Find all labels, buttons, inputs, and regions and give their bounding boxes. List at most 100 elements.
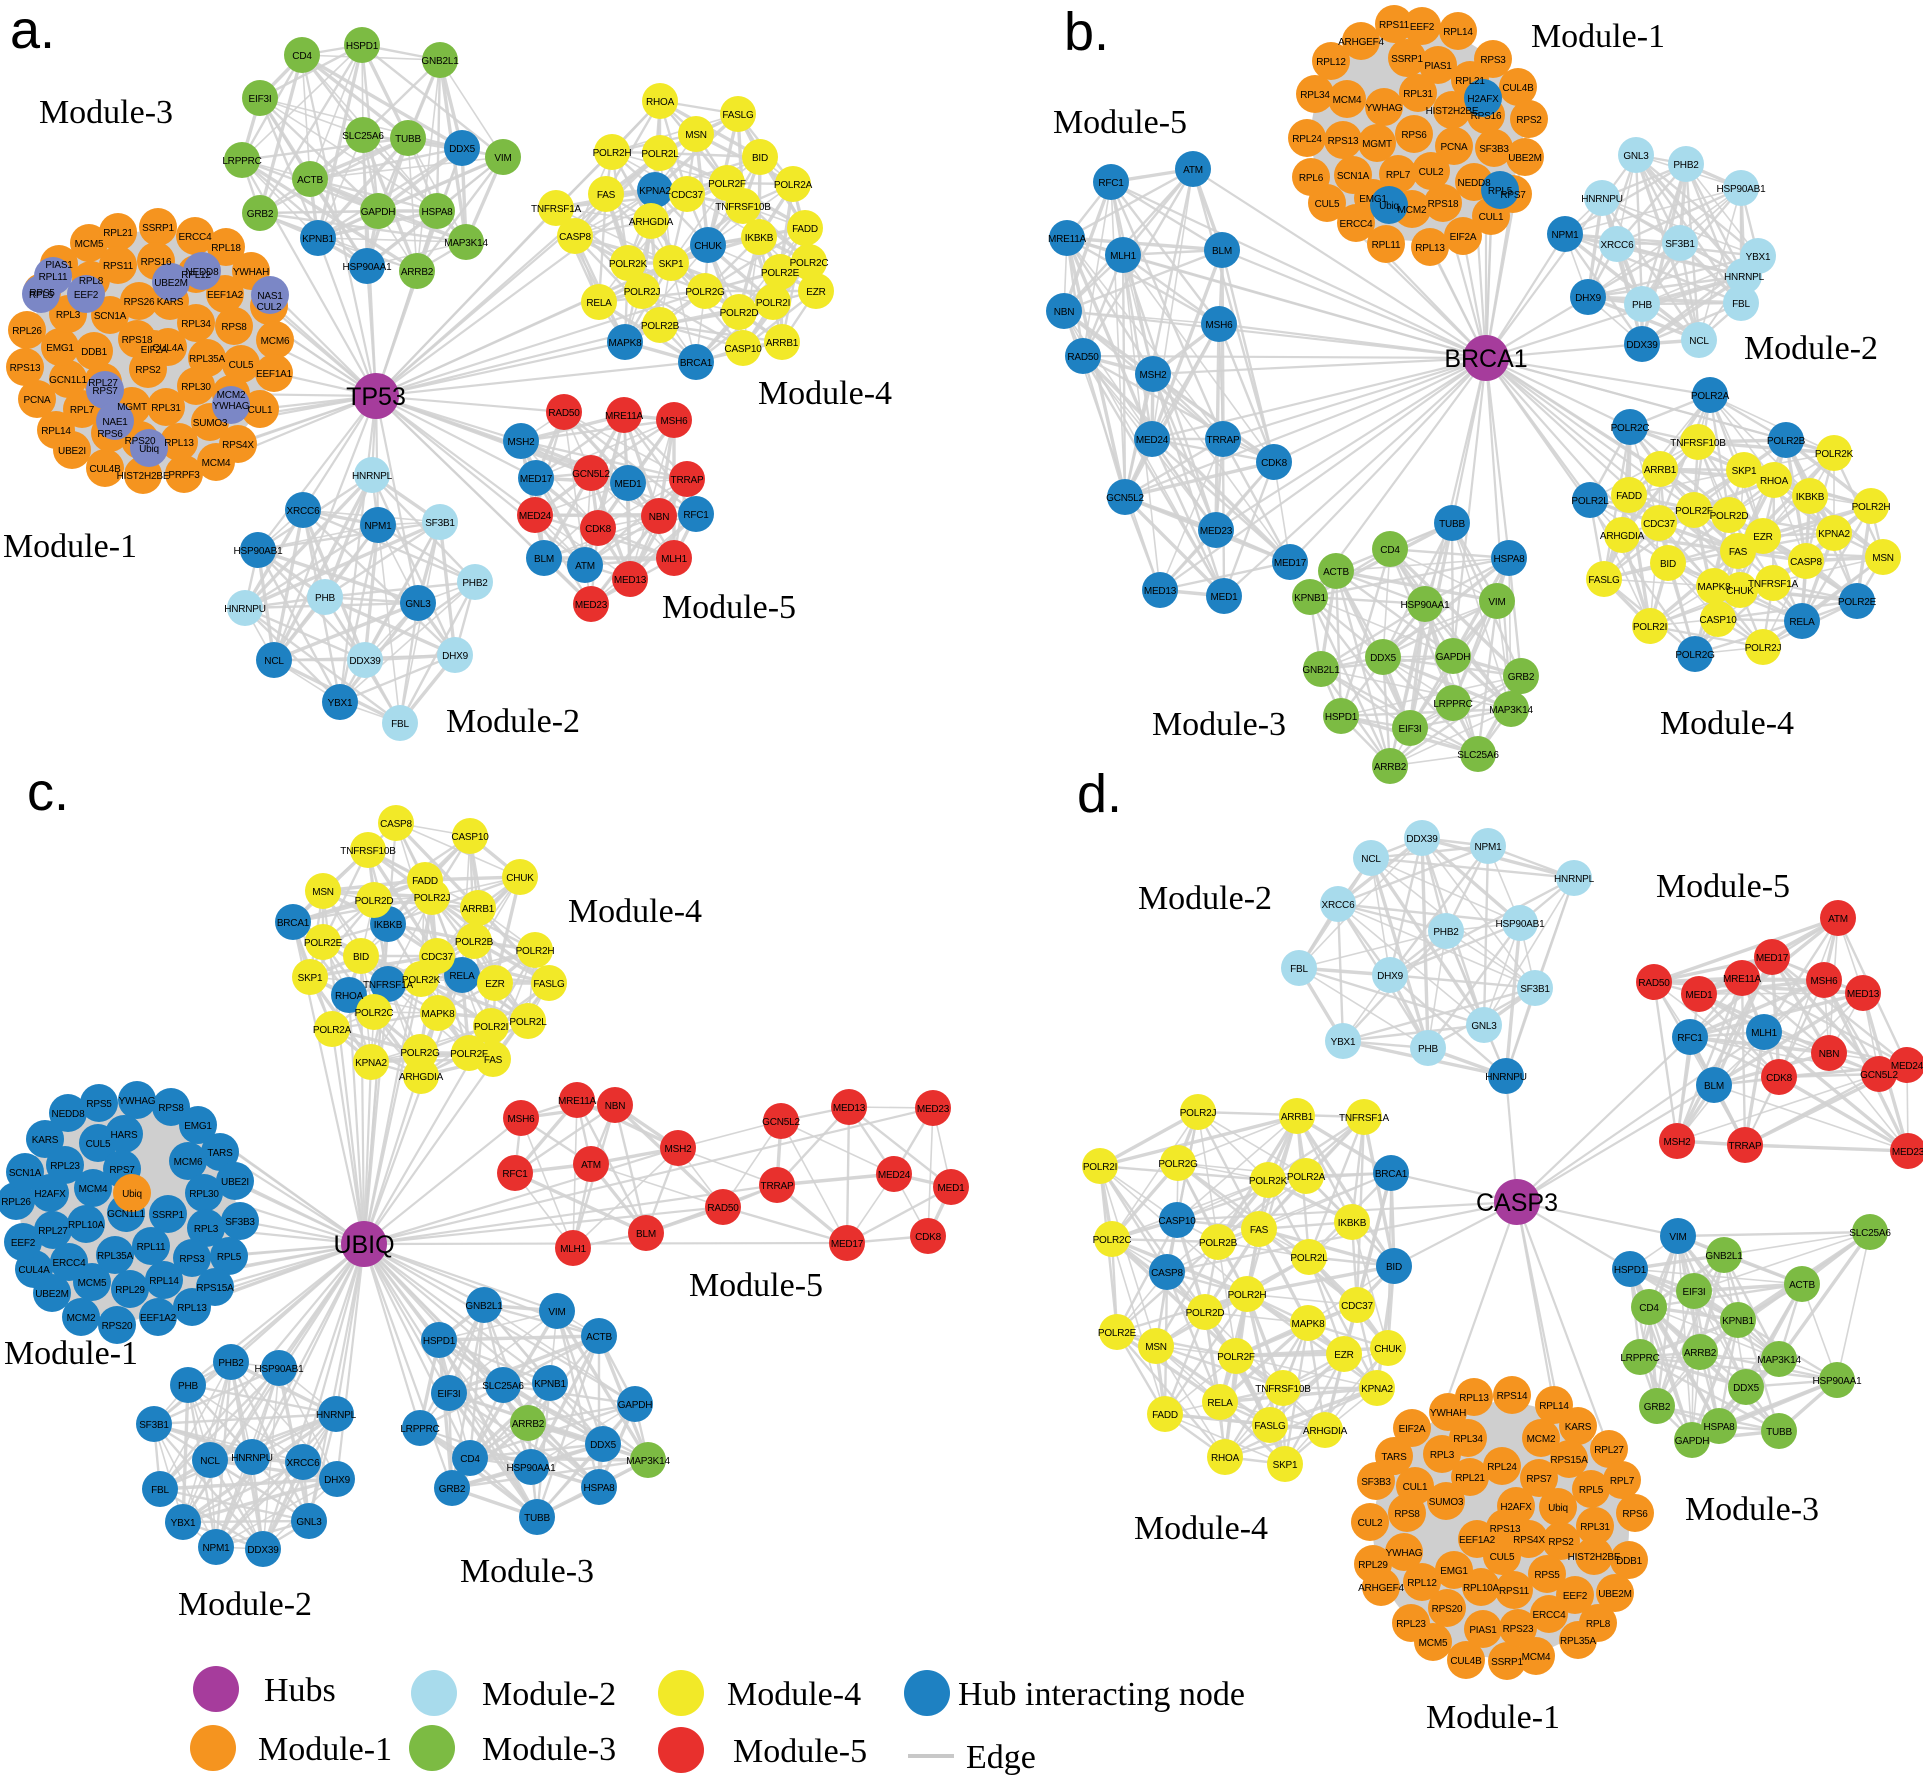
svg-text:RHOA: RHOA xyxy=(646,97,675,108)
svg-text:KARS: KARS xyxy=(32,1135,59,1146)
svg-text:CHUK: CHUK xyxy=(1374,1344,1402,1355)
svg-text:CUL1: CUL1 xyxy=(1403,1482,1428,1493)
svg-text:RPL23: RPL23 xyxy=(1396,1619,1426,1630)
svg-text:MSN: MSN xyxy=(685,130,707,141)
svg-text:MCM2: MCM2 xyxy=(217,390,246,401)
svg-text:GCN5L2: GCN5L2 xyxy=(572,469,610,480)
svg-text:TRRAP: TRRAP xyxy=(761,1181,794,1192)
svg-text:d.: d. xyxy=(1077,764,1122,824)
svg-text:MSN: MSN xyxy=(1145,1342,1167,1353)
svg-text:SLC25A6: SLC25A6 xyxy=(482,1381,524,1392)
svg-text:UBE2I: UBE2I xyxy=(221,1177,249,1188)
svg-text:MAPK8: MAPK8 xyxy=(422,1009,456,1020)
svg-text:MSH6: MSH6 xyxy=(661,416,689,427)
svg-text:RPL14: RPL14 xyxy=(41,426,71,437)
svg-text:EZR: EZR xyxy=(1334,1350,1353,1361)
svg-text:RPS2: RPS2 xyxy=(135,365,161,376)
svg-text:Hub interacting node: Hub interacting node xyxy=(958,1676,1245,1713)
svg-text:RPS5: RPS5 xyxy=(86,1099,112,1110)
svg-text:b.: b. xyxy=(1064,2,1109,62)
svg-text:MED1: MED1 xyxy=(1211,592,1239,603)
svg-text:EZR: EZR xyxy=(485,979,504,990)
svg-text:CDC37: CDC37 xyxy=(1341,1301,1373,1312)
svg-text:NEDD8: NEDD8 xyxy=(186,267,220,278)
svg-text:RPS5: RPS5 xyxy=(29,288,55,299)
svg-text:POLR2B: POLR2B xyxy=(455,937,494,948)
svg-text:KPNA2: KPNA2 xyxy=(639,186,671,197)
svg-text:RPL3: RPL3 xyxy=(194,1224,219,1235)
svg-text:CUL5: CUL5 xyxy=(229,360,254,371)
svg-text:BLM: BLM xyxy=(1212,246,1232,257)
svg-text:EEF1A2: EEF1A2 xyxy=(140,1313,177,1324)
svg-text:MCM2: MCM2 xyxy=(67,1313,96,1324)
svg-text:MED1: MED1 xyxy=(1686,990,1714,1001)
svg-text:YBX1: YBX1 xyxy=(328,698,353,709)
svg-text:HSP90AB1: HSP90AB1 xyxy=(234,546,284,557)
svg-text:DDX39: DDX39 xyxy=(247,1545,279,1556)
svg-text:XRCC6: XRCC6 xyxy=(287,506,321,517)
svg-text:FAS: FAS xyxy=(484,1055,503,1066)
svg-text:LRPPRC: LRPPRC xyxy=(400,1424,439,1435)
svg-text:MED24: MED24 xyxy=(519,511,552,522)
svg-text:POLR2A: POLR2A xyxy=(1691,391,1730,402)
svg-text:RAD50: RAD50 xyxy=(1067,352,1099,363)
svg-text:FASLG: FASLG xyxy=(722,110,754,121)
svg-text:HSPA8: HSPA8 xyxy=(1703,1422,1735,1433)
svg-text:CASP10: CASP10 xyxy=(724,344,762,355)
svg-text:ATM: ATM xyxy=(581,1160,601,1171)
svg-text:RPL35A: RPL35A xyxy=(1560,1636,1597,1647)
svg-text:Module-2: Module-2 xyxy=(1138,880,1272,917)
svg-text:EEF2: EEF2 xyxy=(74,290,99,301)
svg-text:ARHGEF4: ARHGEF4 xyxy=(1358,1583,1404,1594)
svg-text:HIST2H2BE: HIST2H2BE xyxy=(1568,1552,1621,1563)
svg-text:MSH2: MSH2 xyxy=(1664,1137,1692,1148)
svg-text:FBL: FBL xyxy=(1290,964,1308,975)
svg-text:EEF1A2: EEF1A2 xyxy=(207,290,244,301)
svg-text:RAD50: RAD50 xyxy=(548,408,580,419)
svg-text:YBX1: YBX1 xyxy=(171,1518,196,1529)
svg-text:GAPDH: GAPDH xyxy=(361,207,396,218)
svg-text:MGMT: MGMT xyxy=(1362,139,1392,150)
svg-text:Module-4: Module-4 xyxy=(727,1676,861,1713)
svg-text:GNB2L1: GNB2L1 xyxy=(421,56,459,67)
svg-text:HSP90AA1: HSP90AA1 xyxy=(507,1463,557,1474)
svg-text:MCM5: MCM5 xyxy=(78,1278,107,1289)
svg-text:MED13: MED13 xyxy=(833,1103,866,1114)
svg-text:DDB1: DDB1 xyxy=(81,347,108,358)
svg-text:PCNA: PCNA xyxy=(24,395,52,406)
svg-text:RAD50: RAD50 xyxy=(707,1203,739,1214)
svg-text:GCN5L2: GCN5L2 xyxy=(1106,493,1144,504)
svg-text:EEF2: EEF2 xyxy=(1563,1591,1588,1602)
svg-text:TNFRSF1A: TNFRSF1A xyxy=(1339,1113,1390,1124)
svg-text:RPL12: RPL12 xyxy=(181,270,211,281)
svg-text:ACTB: ACTB xyxy=(1789,1280,1815,1291)
svg-text:RPL21: RPL21 xyxy=(1455,76,1485,87)
svg-text:POLR2J: POLR2J xyxy=(414,893,451,904)
svg-text:GNL3: GNL3 xyxy=(296,1517,322,1528)
svg-text:NBN: NBN xyxy=(1054,307,1075,318)
svg-text:SSRP1: SSRP1 xyxy=(142,223,174,234)
svg-text:ARRB1: ARRB1 xyxy=(462,904,495,915)
svg-text:MSH2: MSH2 xyxy=(665,1144,693,1155)
svg-text:POLR2G: POLR2G xyxy=(1158,1159,1198,1170)
svg-text:HSP90AB1: HSP90AB1 xyxy=(1717,184,1767,195)
svg-text:Module-1: Module-1 xyxy=(258,1731,392,1768)
svg-text:HSPA8: HSPA8 xyxy=(583,1483,615,1494)
svg-text:ERCC4: ERCC4 xyxy=(1340,219,1374,230)
svg-text:EIF3I: EIF3I xyxy=(1399,724,1422,735)
svg-text:MAP3K14: MAP3K14 xyxy=(1489,705,1533,716)
svg-text:SUMO3: SUMO3 xyxy=(193,418,228,429)
svg-text:CASP8: CASP8 xyxy=(380,819,412,830)
svg-text:HARS: HARS xyxy=(111,1130,139,1141)
svg-text:SLC25A6: SLC25A6 xyxy=(1849,1228,1891,1239)
svg-text:MAP3K14: MAP3K14 xyxy=(626,1456,670,1467)
svg-text:GNB2L1: GNB2L1 xyxy=(1705,1251,1743,1262)
svg-text:Ubiq: Ubiq xyxy=(1379,201,1399,212)
svg-text:HSPD1: HSPD1 xyxy=(1614,1265,1647,1276)
svg-text:TUBB: TUBB xyxy=(1439,519,1465,530)
svg-text:HNRNPU: HNRNPU xyxy=(231,1453,273,1464)
svg-text:ARRB2: ARRB2 xyxy=(1684,1348,1717,1359)
svg-text:POLR2F: POLR2F xyxy=(708,179,746,190)
svg-text:RPL13: RPL13 xyxy=(1415,243,1445,254)
svg-text:Ubiq: Ubiq xyxy=(1548,1503,1568,1514)
